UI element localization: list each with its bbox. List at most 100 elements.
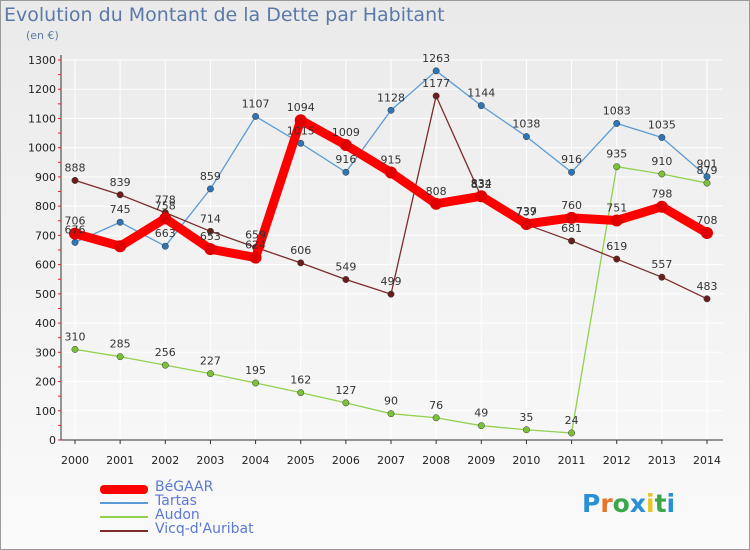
data-label: 832 (471, 178, 492, 191)
data-label: 798 (651, 188, 672, 201)
data-point (610, 214, 623, 227)
data-point (252, 112, 260, 120)
data-label: 619 (606, 240, 627, 253)
y-tick-label: 1100 (28, 112, 56, 125)
data-point (297, 259, 305, 267)
data-label: 839 (110, 176, 131, 189)
data-point (249, 251, 262, 264)
x-tick-label: 2008 (422, 454, 450, 467)
y-tick-label: 600 (35, 259, 56, 272)
data-label: 35 (519, 411, 533, 424)
data-label: 808 (426, 185, 447, 198)
data-label: 676 (65, 223, 86, 236)
y-tick-label: 100 (35, 405, 56, 418)
x-tick-label: 2012 (603, 454, 631, 467)
data-label: 663 (155, 227, 176, 240)
data-label: 195 (245, 364, 266, 377)
data-label: 1144 (467, 87, 495, 100)
data-label: 549 (335, 261, 356, 274)
data-point (703, 295, 711, 303)
proxiti-logo: Proxiti (582, 489, 675, 518)
data-point (520, 217, 533, 230)
y-tick-label: 200 (35, 376, 56, 389)
data-label: 1128 (377, 91, 405, 104)
data-label: 879 (697, 164, 718, 177)
data-point (116, 218, 124, 226)
y-tick-label: 400 (35, 317, 56, 330)
y-tick-label: 800 (35, 200, 56, 213)
legend-label-audon: Audon (155, 507, 200, 523)
data-label: 1263 (422, 52, 450, 65)
x-tick-label: 2001 (106, 454, 134, 467)
logo-letter: o (612, 489, 630, 518)
data-label: 1035 (648, 118, 676, 131)
x-tick-label: 2000 (61, 454, 89, 467)
chart-title: Evolution du Montant de la Dette par Hab… (4, 4, 445, 26)
logo-letter: P (582, 489, 601, 518)
data-label: 915 (381, 154, 402, 167)
data-label: 1094 (287, 101, 315, 114)
data-label: 760 (561, 199, 582, 212)
logo-letter: t (654, 489, 667, 518)
data-point (71, 176, 79, 184)
legend-swatch-tartas (100, 502, 148, 504)
data-label: 1083 (603, 104, 631, 117)
data-label: 706 (65, 215, 86, 228)
data-label: 256 (155, 346, 176, 359)
data-label: 708 (697, 214, 718, 227)
y-tick-label: 0 (49, 434, 56, 447)
data-point (655, 200, 668, 213)
data-point (71, 238, 79, 246)
data-point (71, 345, 79, 353)
data-point (116, 353, 124, 361)
x-tick-label: 2007 (377, 454, 405, 467)
legend-swatch-begaar (100, 485, 148, 494)
data-point (568, 429, 576, 437)
x-tick-label: 2009 (467, 454, 495, 467)
data-point (522, 426, 530, 434)
x-tick-label: 2013 (648, 454, 676, 467)
data-point (658, 134, 666, 141)
data-label: 901 (697, 158, 718, 171)
data-label: 739 (516, 205, 537, 218)
y-tick-label: 1300 (28, 54, 56, 67)
y-tick-label: 900 (35, 171, 56, 184)
data-label: 1177 (422, 77, 450, 90)
data-point (522, 133, 530, 141)
data-point (342, 276, 350, 283)
data-label: 624 (245, 239, 266, 252)
data-point (114, 240, 127, 253)
legend-label-begaar: BéGAAR (155, 479, 214, 495)
data-label: 916 (561, 153, 582, 166)
data-label: 737 (516, 206, 537, 219)
data-label: 49 (474, 407, 488, 420)
data-label: 557 (651, 258, 672, 271)
y-tick-label: 1000 (28, 142, 56, 155)
x-tick-label: 2003 (196, 454, 224, 467)
logo-letter: i (646, 489, 655, 518)
data-point (387, 410, 395, 418)
x-tick-label: 2005 (287, 454, 315, 467)
data-point (613, 255, 621, 263)
data-label: 834 (471, 177, 492, 190)
x-tick-label: 2002 (151, 454, 179, 467)
data-point (475, 190, 488, 203)
data-point (342, 168, 350, 176)
x-tick-label: 2006 (332, 454, 360, 467)
data-label: 1009 (332, 126, 360, 139)
y-tick-label: 500 (35, 288, 56, 301)
legend-label-vicq: Vicq-d'Auribat (155, 521, 254, 537)
data-label: 499 (381, 275, 402, 288)
data-point (613, 163, 621, 171)
data-point (477, 102, 485, 110)
data-label: 285 (110, 338, 131, 351)
data-point (432, 67, 440, 75)
data-label: 162 (290, 374, 311, 387)
data-label: 483 (697, 280, 718, 293)
data-point (116, 191, 124, 199)
y-tick-label: 1200 (28, 83, 56, 96)
data-point (204, 243, 217, 256)
y-tick-label: 300 (35, 346, 56, 359)
data-point (252, 379, 260, 387)
